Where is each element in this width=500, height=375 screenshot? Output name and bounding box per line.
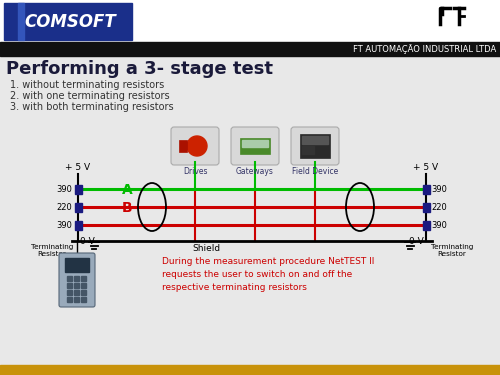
Bar bbox=[81, 297, 86, 302]
Text: 0 V: 0 V bbox=[409, 237, 424, 246]
Bar bbox=[74, 202, 82, 211]
Text: Terminating
Resistor: Terminating Resistor bbox=[31, 244, 73, 257]
Text: Field Device: Field Device bbox=[292, 167, 338, 176]
Text: + 5 V: + 5 V bbox=[66, 163, 90, 172]
Text: 0 V: 0 V bbox=[80, 237, 95, 246]
Text: 390: 390 bbox=[56, 220, 72, 230]
Text: 3. with both terminating resistors: 3. with both terminating resistors bbox=[10, 102, 173, 112]
Text: 220: 220 bbox=[57, 202, 72, 211]
Bar bbox=[67, 276, 72, 281]
Text: COMSOFT: COMSOFT bbox=[24, 13, 116, 31]
Text: During the measurement procedure NetTEST II
requests the user to switch on and o: During the measurement procedure NetTEST… bbox=[162, 257, 374, 292]
Text: 1. without terminating resistors: 1. without terminating resistors bbox=[10, 80, 164, 90]
Bar bbox=[74, 290, 79, 295]
FancyBboxPatch shape bbox=[231, 127, 279, 165]
Bar bbox=[74, 276, 79, 281]
Bar bbox=[302, 136, 328, 144]
Text: + 5 V: + 5 V bbox=[414, 163, 438, 172]
Bar bbox=[240, 138, 270, 154]
Text: 390: 390 bbox=[432, 184, 448, 194]
Text: Performing a 3- stage test: Performing a 3- stage test bbox=[6, 60, 273, 78]
Bar bbox=[4, 3, 132, 40]
Text: Gateways: Gateways bbox=[236, 167, 274, 176]
Bar bbox=[0, 0, 500, 42]
Text: Drives: Drives bbox=[183, 167, 208, 176]
Bar bbox=[242, 140, 268, 147]
Bar bbox=[422, 220, 430, 230]
Text: 220: 220 bbox=[432, 202, 448, 211]
Bar bbox=[81, 276, 86, 281]
Bar bbox=[422, 184, 430, 194]
Bar bbox=[422, 202, 430, 211]
Bar bbox=[74, 220, 82, 230]
Text: 390: 390 bbox=[432, 220, 448, 230]
Bar bbox=[0, 365, 500, 375]
Bar bbox=[0, 42, 500, 56]
Text: Shield: Shield bbox=[192, 244, 220, 253]
Text: A: A bbox=[122, 183, 133, 197]
Bar bbox=[67, 297, 72, 302]
Bar bbox=[81, 283, 86, 288]
Bar bbox=[302, 146, 314, 154]
Bar bbox=[74, 297, 79, 302]
Bar bbox=[67, 283, 72, 288]
Text: 2. with one terminating resistors: 2. with one terminating resistors bbox=[10, 91, 170, 101]
Circle shape bbox=[187, 136, 207, 156]
Bar bbox=[81, 290, 86, 295]
Bar bbox=[18, 3, 24, 40]
FancyBboxPatch shape bbox=[171, 127, 219, 165]
Bar bbox=[179, 140, 187, 152]
Text: FT AUTOMAÇÃO INDUSTRIAL LTDA: FT AUTOMAÇÃO INDUSTRIAL LTDA bbox=[353, 44, 496, 54]
FancyBboxPatch shape bbox=[291, 127, 339, 165]
Bar bbox=[74, 283, 79, 288]
Bar bbox=[65, 258, 89, 272]
Text: Terminating
Resistor: Terminating Resistor bbox=[431, 244, 473, 257]
FancyBboxPatch shape bbox=[59, 253, 95, 307]
Text: 390: 390 bbox=[56, 184, 72, 194]
Bar bbox=[74, 184, 82, 194]
Bar bbox=[300, 134, 330, 158]
Bar bbox=[67, 290, 72, 295]
Text: B: B bbox=[122, 201, 132, 215]
